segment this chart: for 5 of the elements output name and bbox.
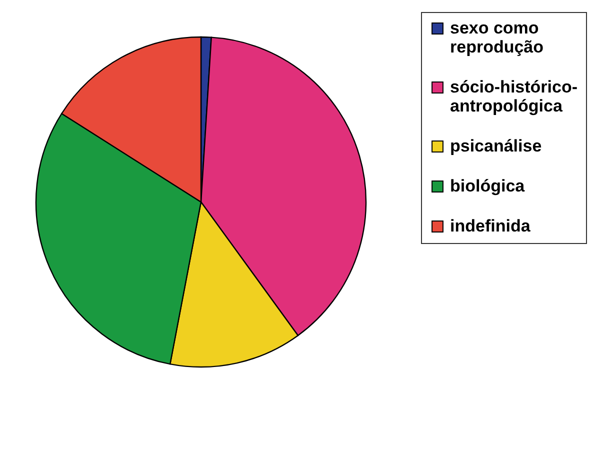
legend-label: sexo como reprodução	[450, 18, 544, 56]
legend-label: biológica	[450, 176, 526, 196]
legend-label: sócio-histórico-antropológica	[450, 78, 578, 116]
legend-label: psicanálise	[450, 136, 542, 156]
legend-label: indefinida	[450, 216, 531, 236]
